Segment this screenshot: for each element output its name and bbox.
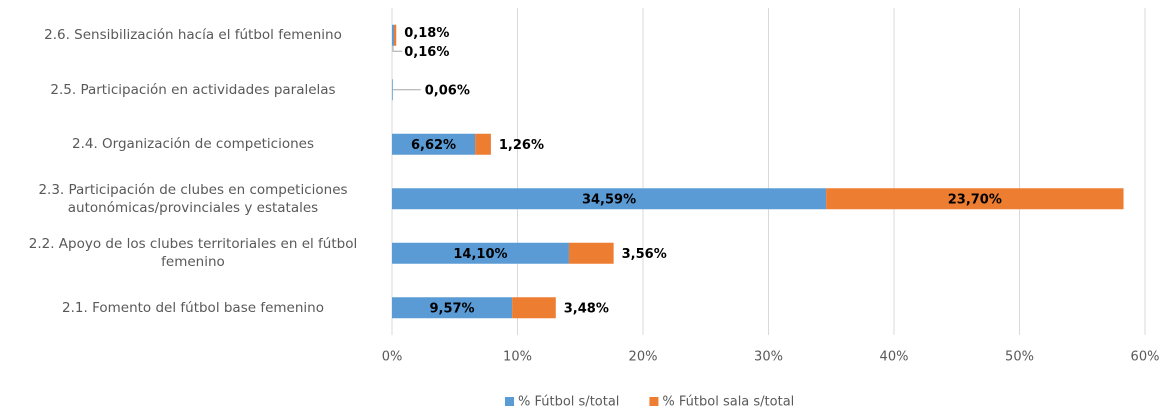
bar: [475, 133, 491, 155]
y-tick-label: 2.6. Sensibilización hacía el fútbol fem…: [8, 26, 378, 44]
bar: [512, 297, 556, 319]
data-label: 0,16%: [404, 45, 449, 60]
data-label: 0,18%: [404, 26, 449, 41]
data-label: 6,62%: [411, 138, 456, 153]
data-label: 1,26%: [499, 138, 544, 153]
x-tick-label: 60%: [1131, 350, 1160, 365]
y-tick-text: 2.4. Organización de competiciones: [71, 136, 315, 153]
bar: [568, 242, 614, 264]
leader-line: [392, 45, 403, 52]
x-tick-label: 10%: [503, 350, 532, 365]
data-label: 14,10%: [453, 247, 507, 262]
data-label: 9,57%: [429, 301, 474, 316]
data-label: 3,48%: [564, 301, 609, 316]
bar: [392, 133, 476, 155]
bar: [392, 242, 569, 264]
y-tick-label: 2.4. Organización de competiciones: [8, 135, 378, 153]
bar: [392, 297, 513, 319]
legend-label: % Fútbol sala s/total: [662, 395, 794, 410]
bar: [392, 188, 827, 210]
x-tick-label: 20%: [629, 350, 658, 365]
data-label: 34,59%: [582, 192, 636, 207]
y-tick-label: 2.3. Participación de clubes en competic…: [8, 181, 378, 217]
y-tick-label: 2.2. Apoyo de los clubes territoriales e…: [8, 235, 378, 271]
legend-swatch: [649, 397, 659, 406]
y-tick-text: 2.5. Participación en actividades parale…: [50, 81, 336, 98]
data-label: 23,70%: [948, 192, 1002, 207]
x-tick-label: 50%: [1005, 350, 1034, 365]
y-tick-text: 2.3. Participación de clubes en competic…: [38, 181, 348, 216]
x-tick-label: 30%: [754, 350, 783, 365]
y-tick-label: 2.1. Fomento del fútbol base femenino: [8, 299, 378, 317]
x-tick-label: 40%: [880, 350, 909, 365]
bar: [392, 79, 393, 101]
y-tick-text: 2.1. Fomento del fútbol base femenino: [62, 299, 324, 316]
bar: [392, 24, 395, 46]
x-tick-label: 0%: [382, 350, 403, 365]
legend-swatch: [505, 397, 514, 406]
legend-label: % Fútbol s/total: [518, 395, 619, 410]
y-tick-text: 2.2. Apoyo de los clubes territoriales e…: [28, 236, 358, 271]
y-tick-label: 2.5. Participación en actividades parale…: [8, 81, 378, 99]
bar: [394, 24, 397, 46]
data-label: 0,06%: [425, 83, 470, 98]
data-label: 3,56%: [622, 247, 667, 262]
y-tick-text: 2.6. Sensibilización hacía el fútbol fem…: [44, 27, 342, 44]
bar: [826, 188, 1124, 210]
